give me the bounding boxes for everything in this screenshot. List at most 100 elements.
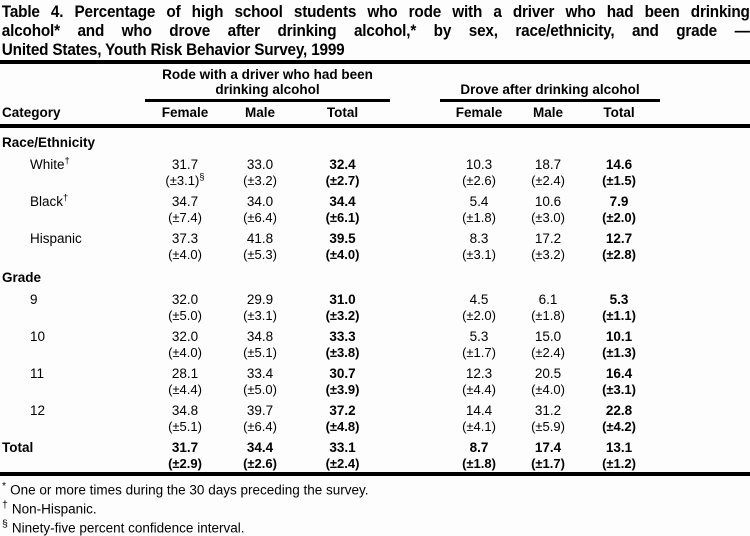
row-category-label: 10 [30,329,46,344]
cell-drove-female: 8.3 (±3.1) [440,226,518,263]
column-gap [390,226,440,263]
cell-drove-male: 17.2 (±3.2) [518,226,578,263]
cell-value: 30.7 [329,366,356,381]
cell-confidence-interval: (±2.0) [462,308,496,323]
section-marker: § [2,518,8,530]
col-header-gap [390,100,440,128]
cell-value: 34.4 [246,440,274,455]
cell-drove-male: 15.0 (±2.4) [518,324,578,361]
cell-confidence-interval: (±2.0) [602,210,636,225]
cell-value: 28.1 [171,366,199,381]
cell-confidence-interval: (±1.8) [462,210,496,225]
cell-value: 37.3 [171,231,199,246]
cell-drove-total: 5.3 (±1.1) [578,287,660,324]
cell-rode-total: 33.3 (±3.8) [295,324,390,361]
cell-confidence-interval: (±1.1) [602,308,636,323]
section-row: Race/Ethnicity [0,126,750,152]
cell-rode-female: 34.8 (±5.1) [145,398,225,435]
cell-value: 34.8 [246,329,274,344]
cell-rode-total: 34.4 (±6.1) [295,189,390,226]
table-row: Black† 34.7 (±7.4) 34.0 (±6.4) 34.4 (±6.1) 5.4(… [0,189,750,226]
cell-value: 33.0 [246,157,274,172]
cell-confidence-interval: (±4.0) [168,247,202,262]
cell-confidence-interval: (±4.0) [531,382,565,397]
cell-value: 14.6 [605,157,633,172]
cell-value: 16.4 [605,366,633,381]
cell-rode-female: 32.0 (±5.0) [145,287,225,324]
cell-rode-male: 41.8 (±5.3) [225,226,295,263]
cell-confidence-interval: (±3.2) [531,247,565,262]
cell-confidence-interval: (±1.7) [462,345,496,360]
cell-drove-female: 5.4 (±1.8) [440,189,518,226]
footnote-text: Non-Hispanic. [11,501,97,517]
cell-rode-total: 31.0 (±3.2) [295,287,390,324]
cell-confidence-interval: (±6.1) [325,210,360,225]
cell-value: 37.2 [329,403,356,418]
cell-confidence-interval: (±1.8) [462,456,496,471]
cell-rode-male: 29.9 (±3.1) [225,287,295,324]
cell-value: 10.6 [534,194,562,209]
right-pad [660,361,750,398]
table-body: Race/Ethnicity White† 31.7 (±3.1)§ 33.0 (±3.2… [0,126,750,472]
cell-confidence-interval: (±3.1) [602,382,636,397]
table-row: 10 32.0 (±4.0) 34.8 (±5.1) 33.3 (±3.8) 5.3 (±1.7… [0,324,750,361]
cell-value: 12.3 [465,366,493,381]
cell-value: 33.3 [329,329,356,344]
group-header-gap [390,64,440,101]
cell-value: 6.1 [538,292,558,307]
cell-value: 33.4 [246,366,274,381]
cell-value: 34.0 [246,194,274,209]
row-category-label: White† [30,155,70,172]
cell-value: 32.4 [329,157,356,172]
footnote-marker: † [63,192,69,204]
column-gap [390,361,440,398]
cell-confidence-interval: (±2.4) [531,173,565,188]
cell-drove-female: 5.3 (±1.7) [440,324,518,361]
cell-confidence-interval: (±2.4) [531,345,565,360]
cell-confidence-interval: (±3.1) [243,308,277,323]
cell-drove-male: 6.1 (±1.8) [518,287,578,324]
cell-value: 39.5 [329,231,356,246]
asterisk-marker: * [2,480,7,492]
row-category-label: Total [2,440,34,455]
col-header-drove-male: Male [518,100,578,128]
cell-value: 4.5 [469,292,489,307]
cell-value: 34.4 [329,194,356,209]
row-category-label: 11 [30,366,45,381]
footnote-text: Ninety-five percent confidence interval. [11,520,245,536]
cell-drove-total: 13.1 (±1.2) [578,435,660,472]
column-header-row: Category Female Male Total Female Male T… [0,100,750,128]
cell-confidence-interval: (±5.0) [243,382,277,397]
cell-drove-male: 18.7 (±2.4) [518,152,578,189]
cell-confidence-interval: (±2.6) [462,173,496,188]
table-row: White† 31.7 (±3.1)§ 33.0 (±3.2) 32.4 (±2.7) 10.… [0,152,750,189]
column-gap [390,398,440,435]
cell-rode-total: 30.7 (±3.9) [295,361,390,398]
cell-drove-total: 16.4 (±3.1) [578,361,660,398]
column-gap [390,287,440,324]
cell-confidence-interval: (±5.9) [531,419,565,434]
cell-confidence-interval: (±1.7) [531,456,565,471]
cell-value: 8.7 [469,440,489,455]
table-row: 9 32.0 (±5.0) 29.9 (±3.1) 31.0 (±3.2) 4.5 (±2.0)… [0,287,750,324]
group-header-pad [660,64,750,101]
right-pad [660,398,750,435]
cell-rode-total: 37.2 (±4.8) [295,398,390,435]
row-category-label: Hispanic [30,231,82,246]
group-header-row: Rode with a driver who had been drinking… [0,64,750,102]
dagger-marker: † [2,499,8,511]
title-rule [0,60,750,64]
statistics-table: Rode with a driver who had been drinking… [0,64,750,472]
cell-rode-male: 39.7 (±6.4) [225,398,295,435]
category-column-header: Category [0,100,145,128]
cell-value: 12.7 [605,231,633,246]
cell-value: 31.0 [329,292,356,307]
cell-rode-total: 32.4 (±2.7) [295,152,390,189]
cell-rode-total: 33.1 (±2.4) [295,435,390,472]
cell-confidence-interval: (±5.1) [243,345,277,360]
cell-drove-female: 4.5 (±2.0) [440,287,518,324]
cell-value: 18.7 [534,157,562,172]
cell-confidence-interval: (±1.2) [602,456,636,471]
footnote-text: One or more times during the 30 days pre… [10,482,369,498]
